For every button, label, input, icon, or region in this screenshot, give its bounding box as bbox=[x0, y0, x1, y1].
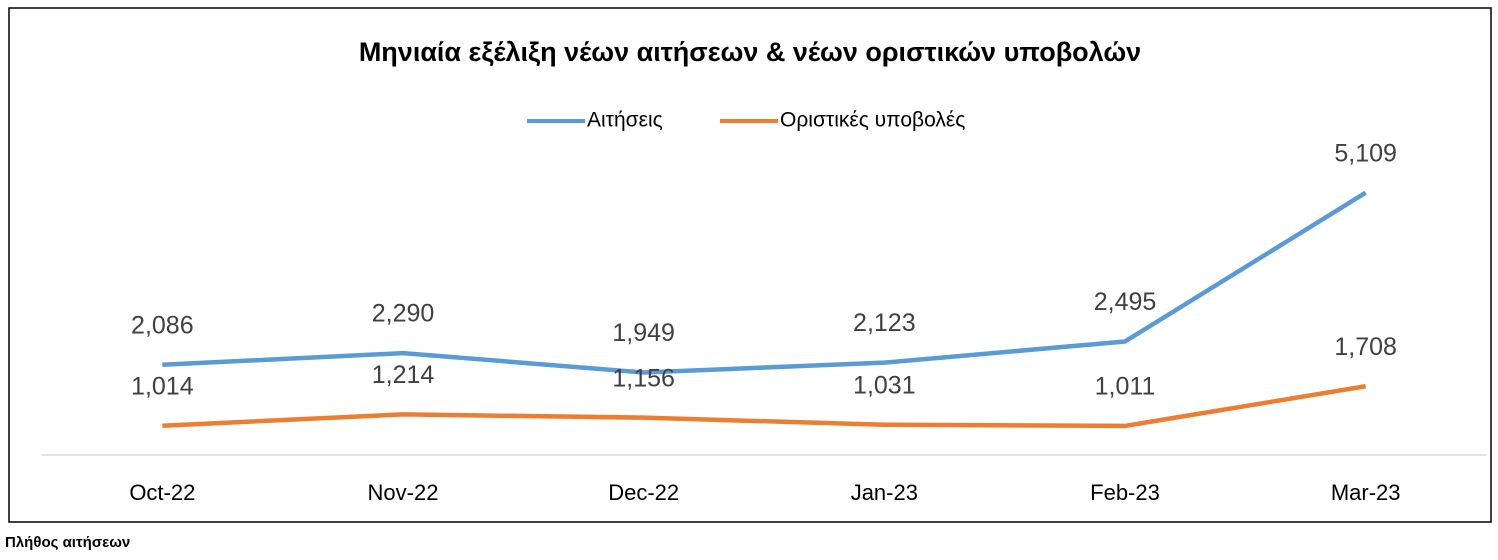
data-label: 2,123 bbox=[853, 309, 916, 337]
data-label: 1,156 bbox=[612, 364, 675, 392]
data-label: 5,109 bbox=[1334, 139, 1397, 167]
data-label: 1,014 bbox=[131, 372, 194, 400]
x-tick-label: Nov-22 bbox=[368, 480, 439, 505]
y-axis-label: Πλήθος αιτήσεων bbox=[5, 534, 130, 551]
x-tick-label: Dec-22 bbox=[608, 480, 679, 505]
legend-label: Οριστικές υποβολές bbox=[780, 109, 965, 132]
legend-label: Αιτήσεις bbox=[587, 109, 663, 132]
x-tick-label: Mar-23 bbox=[1331, 480, 1401, 505]
data-label: 1,031 bbox=[853, 371, 916, 399]
data-label: 1,214 bbox=[372, 361, 435, 389]
x-tick-label: Oct-22 bbox=[129, 480, 195, 505]
x-tick-label: Feb-23 bbox=[1090, 480, 1160, 505]
data-label: 2,290 bbox=[372, 300, 435, 328]
data-label: 2,495 bbox=[1094, 288, 1157, 316]
data-label: 1,011 bbox=[1095, 373, 1156, 401]
x-tick-label: Jan-23 bbox=[851, 480, 918, 505]
series-line bbox=[162, 190, 1367, 375]
data-label: 2,086 bbox=[131, 311, 194, 339]
series-line bbox=[162, 384, 1367, 429]
chart-frame bbox=[8, 7, 1492, 523]
data-label: 1,708 bbox=[1334, 333, 1397, 361]
data-label: 1,949 bbox=[612, 319, 675, 347]
chart-title: Μηνιαία εξέλιξη νέων αιτήσεων & νέων ορι… bbox=[359, 37, 1141, 67]
